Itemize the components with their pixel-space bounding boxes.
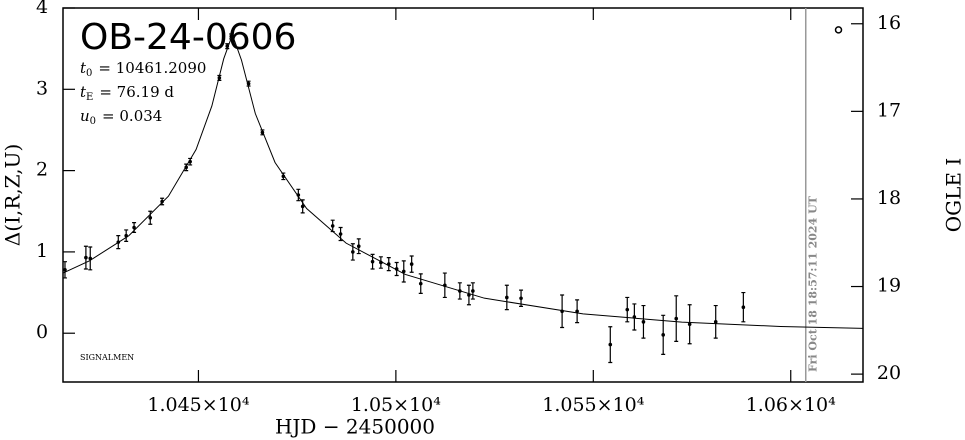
- y-axis-label: Δ(I,R,Z,U): [1, 144, 25, 246]
- x-tick-label: 1.05×10⁴: [351, 394, 441, 416]
- data-point: [661, 333, 665, 337]
- data-point: [88, 256, 93, 261]
- data-point: [641, 320, 646, 324]
- parameter-subscript: 0: [90, 116, 96, 127]
- parameter-text: = 10461.2090: [98, 59, 206, 77]
- data-point: [351, 250, 355, 254]
- data-point: [575, 309, 579, 314]
- corner-label: SIGNALMEN: [80, 353, 134, 362]
- parameter-text: = 0.034: [102, 107, 162, 125]
- data-point: [632, 315, 637, 319]
- data-point: [300, 204, 305, 209]
- data-point: [674, 316, 679, 321]
- plot-frame: [62, 7, 864, 383]
- data-point: [443, 283, 447, 288]
- x-tick-label: 1.055×10⁴: [542, 394, 644, 416]
- x-tick-label: 1.045×10⁴: [147, 394, 249, 416]
- data-point: [296, 193, 301, 197]
- data-point: [379, 260, 383, 265]
- data-point: [124, 233, 128, 238]
- data-point: [505, 295, 509, 300]
- parameter: t0 = 10461.2090: [80, 59, 206, 79]
- data-point: [330, 224, 335, 228]
- data-point: [608, 342, 613, 347]
- y2-tick-label: 17: [877, 99, 901, 121]
- data-point: [281, 174, 286, 179]
- data-point: [217, 76, 222, 80]
- model-curve: [62, 33, 864, 329]
- data-point: [471, 289, 475, 293]
- y2-tick-label: 18: [877, 187, 901, 209]
- data-point: [687, 322, 692, 327]
- data-point: [246, 81, 251, 86]
- data-point: [116, 240, 121, 244]
- data-point: [401, 269, 406, 274]
- y2-tick-label: 20: [877, 362, 901, 384]
- data-point: [338, 232, 343, 236]
- data-point: [188, 159, 192, 164]
- parameter: u0 = 0.034: [80, 107, 162, 127]
- y-tick-label: 2: [36, 159, 48, 181]
- y2-axis-label: OGLE I: [942, 158, 965, 233]
- parameter-symbol: t: [80, 59, 87, 77]
- data-point: [370, 259, 375, 264]
- timestamp: Fri Oct 18 18:57:11 2024 UT: [807, 195, 820, 372]
- data-point: [148, 215, 153, 220]
- parameter-subscript: E: [86, 92, 93, 103]
- data-point: [132, 225, 136, 230]
- data-point: [184, 165, 188, 170]
- parameter-text: = 76.19 d: [99, 83, 174, 101]
- data-point: [160, 199, 164, 204]
- x-tick-label: 1.06×10⁴: [746, 394, 836, 416]
- parameter-symbol: u: [80, 107, 90, 125]
- parameter-symbol: t: [80, 83, 87, 101]
- data-point: [229, 34, 234, 39]
- x-axis-label: HJD − 2450000: [275, 415, 435, 439]
- data-point: [741, 305, 746, 310]
- data-point: [386, 262, 391, 266]
- y-tick-label: 1: [36, 240, 48, 262]
- data-point: [467, 293, 471, 297]
- data-point: [84, 255, 88, 260]
- data-point: [560, 309, 564, 314]
- data-point: [260, 130, 265, 135]
- data-point: [409, 262, 414, 266]
- data-point: [458, 289, 462, 293]
- data-point: [63, 268, 67, 272]
- data-point: [394, 267, 399, 271]
- data-point: [625, 307, 630, 312]
- data-point: [519, 296, 523, 301]
- data-point: [713, 320, 718, 324]
- chart-title: OB-24-0606: [80, 17, 296, 58]
- baseline-marker: [834, 26, 843, 34]
- data-point: [356, 244, 361, 249]
- y-tick-label: 4: [36, 0, 48, 18]
- y-tick-label: 0: [36, 321, 48, 343]
- data-point: [418, 281, 423, 286]
- y2-tick-label: 19: [877, 275, 901, 297]
- y2-tick-label: 16: [877, 12, 901, 34]
- parameter: tE = 76.19 d: [80, 83, 174, 103]
- parameter-subscript: 0: [86, 68, 92, 79]
- y-tick-label: 3: [36, 77, 48, 99]
- data-point: [225, 44, 230, 49]
